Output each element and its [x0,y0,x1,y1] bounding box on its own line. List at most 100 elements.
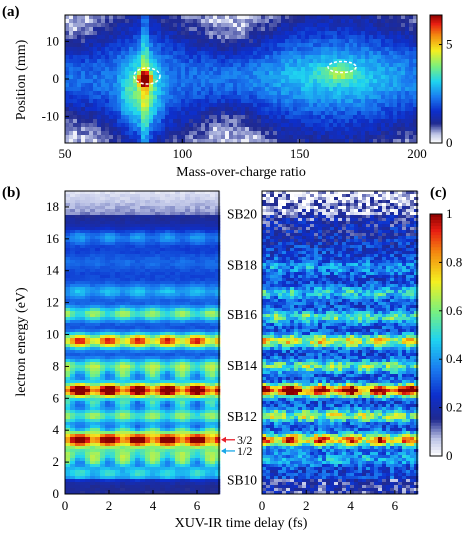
colorbar-cell [430,109,442,112]
colorbar-cell [430,24,442,27]
colorbar-cell [430,58,442,61]
sideband-label: SB10 [227,473,257,488]
colorbar-cell [430,37,442,40]
colorbar-cell [430,223,442,227]
colorbar-cell [430,115,442,118]
marker-label: 1/2 [237,444,252,458]
colorbar-cell [430,119,442,121]
colorbar-tick-label: 0 [446,448,453,463]
panel-b-frame [64,190,220,495]
colorbar-cell [430,103,442,105]
colorbar-cell [430,53,442,56]
dashed-ellipse-right [327,60,357,74]
panel-a-ylabel: Position (mm) [14,39,29,120]
colorbar-cell [430,353,442,357]
y-tick-label-a: 0 [53,71,60,86]
panels-bc-xlabel: XUV-IR time delay (fs) [175,516,308,531]
panel-label-b: (b) [2,185,20,201]
colorbar-cell [430,350,442,354]
colorbar-cell [430,386,442,390]
panel-a-heatmap [65,15,417,143]
colorbar-cell [430,27,442,30]
colorbar-cell [430,395,442,399]
colorbar-cell [430,365,442,369]
panel-b-ylabel: lectron energy (eV) [14,287,29,397]
colorbar-cell [430,112,442,115]
colorbar-cell [430,56,442,59]
x-tick-label: 6 [194,498,201,513]
colorbar-cell [430,344,442,348]
colorbar-cell [430,96,442,99]
marker-arrowhead [221,447,226,454]
colorbar-cell [430,26,442,29]
colorbar-cell [430,74,442,77]
colorbar-cell [430,359,442,363]
y-tick-label: 0 [53,486,60,501]
colorbar-cell [430,55,442,57]
colorbar-cell [430,322,442,327]
colorbar-cell [430,319,442,324]
colorbar-cell [430,338,442,342]
x-tick-label: 6 [392,498,399,513]
panel-b-heatmap [65,191,221,495]
colorbar-cell [430,271,442,275]
colorbar-cell [430,347,442,351]
colorbar-cell [430,122,442,125]
colorbar-cell [430,383,442,387]
colorbar-tick-label: 0.8 [446,254,462,269]
colorbar-cell [430,127,442,129]
colorbar-cell [430,139,442,142]
colorbar-cell [430,128,442,131]
colorbar-cell [430,123,442,126]
colorbar-c: 1 0.8 0.6 0.4 0.2 0 [429,206,463,463]
colorbar-cell [430,410,442,415]
colorbar-cell [430,244,442,248]
sideband-label: SB14 [227,358,257,373]
y-tick-label: 14 [46,263,60,278]
colorbar-cell [430,404,442,408]
colorbar-cell [430,90,442,93]
colorbar-cell [430,61,442,64]
panel-label-c: (c) [430,185,447,201]
colorbar-cell [430,241,442,245]
colorbar-cell [430,377,442,381]
panel-label-a: (a) [2,4,20,20]
sideband-label: SB16 [227,307,257,322]
colorbar-cell [430,39,442,41]
colorbar-cell [430,449,442,454]
colorbar-cell [430,425,442,430]
colorbar-cell [430,40,442,43]
colorbar-cell [430,79,442,81]
colorbar-cell [430,32,442,35]
colorbar-cell [430,83,442,86]
colorbar-cell [430,298,442,303]
colorbar-cell [430,214,442,218]
y-tick-label: 6 [53,390,60,405]
colorbar-cell [430,69,442,72]
colorbar-cell [430,398,442,402]
colorbar-cell [430,135,442,137]
colorbar-cell [430,107,442,110]
colorbar-tick-label: 0 [446,135,453,150]
colorbar-cell [430,416,442,421]
colorbar-cell [430,71,442,73]
y-tick-label: 12 [46,295,59,310]
colorbar-cell [430,111,442,113]
y-tick-label: 10 [46,327,59,342]
colorbar-cell [430,374,442,378]
colorbar-cell [430,220,442,224]
colorbar-cell [430,19,442,22]
colorbar-cell [430,31,442,33]
colorbar-cell [430,64,442,67]
colorbar-cell [430,292,442,297]
colorbar-cell [430,289,442,294]
x-tick-label: 2 [106,498,113,513]
colorbar-cell [430,75,442,78]
y-tick-label-a: 10 [46,33,59,48]
colorbar-cell [430,47,442,49]
colorbar-cell [430,63,442,65]
colorbar-cell [430,138,442,141]
colorbar-cell [430,256,442,260]
colorbar-cell [430,35,442,38]
colorbar-cell [430,452,442,457]
